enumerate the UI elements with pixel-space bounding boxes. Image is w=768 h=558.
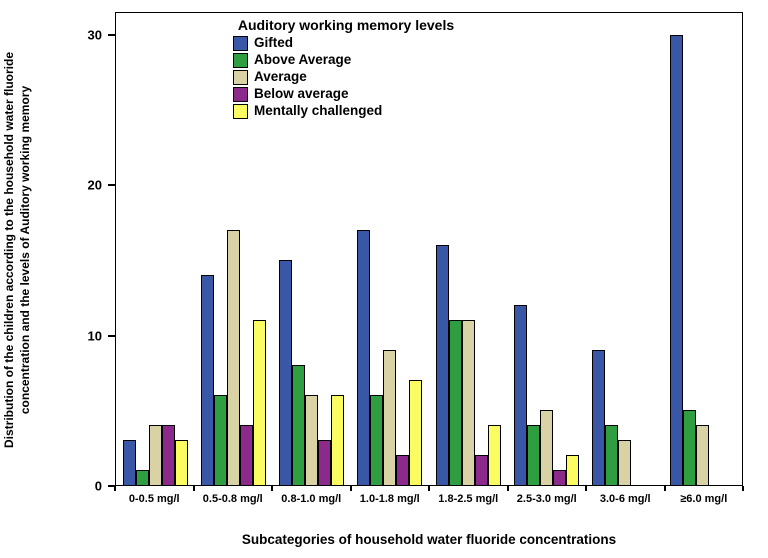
- y-tick-mark: [108, 334, 115, 337]
- bar-average: [226, 230, 240, 485]
- x-category-label: 1.8-2.5 mg/l: [438, 493, 499, 505]
- bar-below-average: [552, 470, 566, 485]
- y-tick-label: 10: [87, 328, 102, 344]
- bar-gifted: [200, 275, 214, 485]
- bar-above-average: [448, 320, 462, 485]
- y-tick-mark: [108, 33, 115, 36]
- bar-group: [194, 13, 272, 485]
- bar-mentally-challenged: [174, 440, 188, 485]
- bar-above-average: [135, 470, 149, 485]
- x-tick-mark: [192, 486, 195, 491]
- bar-average: [618, 440, 632, 485]
- legend-swatch-mentally-challenged: [233, 104, 248, 119]
- y-tick-mark: [108, 184, 115, 187]
- y-tick-label: 30: [87, 27, 102, 43]
- x-axis-ticks: [114, 486, 744, 491]
- bar-group: [351, 13, 429, 485]
- bars-region: [116, 13, 742, 485]
- x-axis-label: Subcategories of household water fluorid…: [241, 532, 617, 547]
- legend-label: Average: [254, 69, 307, 85]
- bar-gifted: [592, 350, 606, 485]
- bar-above-average: [370, 395, 384, 485]
- bar-above-average: [213, 395, 227, 485]
- x-tick-mark: [271, 486, 273, 491]
- legend-title: Auditory working memory levels: [237, 17, 455, 33]
- bar-below-average: [161, 425, 175, 485]
- legend-label: Below average: [254, 86, 349, 102]
- legend-entry: Above Average: [233, 52, 471, 68]
- x-tick-mark: [114, 486, 116, 491]
- legend-label: Above Average: [254, 52, 352, 68]
- bar-average: [461, 320, 475, 485]
- bar-group: [507, 13, 585, 485]
- bar-average: [148, 425, 162, 485]
- bar-mentally-challenged: [487, 425, 501, 485]
- y-axis: 0 10 20 30: [55, 12, 115, 493]
- legend-entry: Average: [233, 69, 471, 85]
- bar-below-average: [318, 440, 332, 485]
- bar-gifted: [122, 440, 136, 485]
- legend-label: Mentally challenged: [254, 103, 383, 119]
- bar-above-average: [605, 425, 619, 485]
- x-category-label: 0-0.5 mg/l: [128, 493, 180, 505]
- x-tick-mark: [585, 486, 587, 491]
- x-tick-mark: [742, 486, 744, 491]
- legend-entry: Gifted: [233, 35, 471, 51]
- bar-gifted: [513, 305, 527, 485]
- x-tick-mark: [506, 486, 509, 491]
- bar-below-average: [474, 455, 488, 485]
- legend-entries: Gifted Above Average Average Below average M…: [221, 35, 471, 119]
- bar-above-average: [683, 410, 697, 485]
- y-tick-label: 0: [94, 478, 102, 494]
- bar-group: [586, 13, 664, 485]
- legend-swatch-gifted: [233, 36, 248, 51]
- y-tick-label: 20: [87, 177, 102, 193]
- x-category-label: 0.8-1.0 mg/l: [281, 493, 342, 505]
- legend-swatch-below-average: [233, 87, 248, 102]
- bar-mentally-challenged: [565, 455, 579, 485]
- legend-swatch-above-average: [233, 53, 248, 68]
- legend: Auditory working memory levels Gifted Abo…: [221, 17, 471, 121]
- bar-mentally-challenged: [409, 380, 423, 485]
- x-tick-mark: [349, 486, 352, 491]
- bar-group: [429, 13, 507, 485]
- legend-label: Gifted: [254, 35, 293, 51]
- bar-gifted: [435, 245, 449, 485]
- bar-below-average: [239, 425, 253, 485]
- x-category-label: 2.5-3.0 mg/l: [516, 493, 577, 505]
- bar-average: [696, 425, 710, 485]
- x-axis-category-labels: 0-0.5 mg/l 0.5-0.8 mg/l 0.8-1.0 mg/l 1.0-1.…: [115, 493, 743, 506]
- bar-mentally-challenged: [331, 395, 345, 485]
- x-category-label: ≥6.0 mg/l: [680, 493, 728, 505]
- plot-area: Auditory working memory levels Gifted Abo…: [115, 12, 743, 486]
- bar-mentally-challenged: [252, 320, 266, 485]
- bar-average: [539, 410, 553, 485]
- bar-average: [383, 350, 397, 485]
- bar-gifted: [357, 230, 371, 485]
- x-tick-mark: [663, 486, 666, 491]
- bar-group: [273, 13, 351, 485]
- y-axis-label: Distribution of the children according t…: [2, 52, 32, 449]
- legend-entry: Below average: [233, 86, 471, 102]
- legend-entry: Mentally challenged: [233, 103, 471, 119]
- bar-group: [116, 13, 194, 485]
- x-category-label: 3.0-6 mg/l: [599, 493, 651, 505]
- x-category-label: 0.5-0.8 mg/l: [202, 493, 263, 505]
- bar-average: [305, 395, 319, 485]
- legend-swatch-average: [233, 70, 248, 85]
- bar-gifted: [670, 35, 684, 485]
- bar-group: [664, 13, 742, 485]
- y-tick-mark: [108, 485, 115, 487]
- bar-gifted: [279, 260, 293, 485]
- bar-below-average: [396, 455, 410, 485]
- bar-above-average: [292, 365, 306, 485]
- x-category-label: 1.0-1.8 mg/l: [359, 493, 420, 505]
- x-tick-mark: [428, 486, 430, 491]
- bar-above-average: [526, 425, 540, 485]
